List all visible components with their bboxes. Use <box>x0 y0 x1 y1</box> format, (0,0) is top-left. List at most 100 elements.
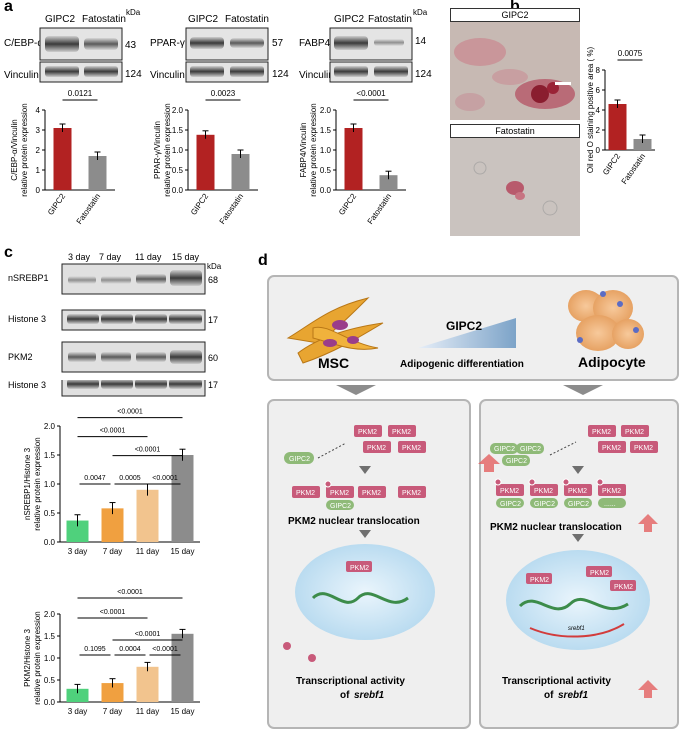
chart-ylabel-line2: relative protein expression <box>20 103 29 196</box>
blot-a3-lane2: Fatostatin <box>368 14 412 25</box>
chart-category-label: Fatostatin <box>366 192 394 226</box>
panel-d-diagram: MSC GIPC2 Adipogenic differentiation Adi… <box>267 275 679 729</box>
chart-bar <box>101 683 124 702</box>
chart-category-label: GIPC2 <box>46 192 67 217</box>
blot-a1-ctrl-band1 <box>45 66 79 77</box>
blot-a1-band1 <box>45 36 79 52</box>
svg-text:PKM2: PKM2 <box>634 445 653 452</box>
chart-pvalue: <0.0001 <box>356 89 386 98</box>
chart-pvalue: 0.0075 <box>618 49 643 58</box>
blot-a2-target: PPAR-γ <box>150 38 185 49</box>
chart-bar <box>66 520 89 542</box>
chart-bar <box>633 139 652 150</box>
chart-bar <box>171 633 194 702</box>
svg-text:PKM2: PKM2 <box>568 488 587 495</box>
chart-ylabel-line1: C/EBP-α/Vinculin <box>10 119 19 180</box>
right-chromatin-gene: srebf1 <box>568 626 585 632</box>
chart-bar <box>171 455 194 542</box>
label-gipc2-wedge: GIPC2 <box>446 319 482 333</box>
blot-a3-band2 <box>374 39 404 46</box>
chart-y-tick-label: 3 <box>36 126 41 135</box>
blot-a2-lane1: GIPC2 <box>188 14 218 25</box>
chart-y-tick-label: 0.5 <box>172 166 184 175</box>
svg-text:GIPC2: GIPC2 <box>534 501 555 508</box>
chart-y-tick-label: 2.0 <box>44 610 56 619</box>
blot-a1-kda-label: kDa <box>126 8 141 17</box>
blot-c-row3: PKM2 60 <box>8 341 218 373</box>
chart-y-tick-label: 1 <box>36 166 41 175</box>
svg-text:GIPC2: GIPC2 <box>500 501 521 508</box>
chart-pvalue: 0.0047 <box>84 475 106 482</box>
chart-bar <box>196 134 215 190</box>
svg-text:PKM2: PKM2 <box>367 445 386 452</box>
chart-y-tick-label: 1.5 <box>172 126 184 135</box>
blot-a2-lane2: Fatostatin <box>225 14 269 25</box>
svg-text:PKM2: PKM2 <box>330 490 349 497</box>
adipocyte-icon <box>568 290 644 351</box>
chart-y-tick-label: 6 <box>596 86 601 95</box>
chart-1: 0 1 2 3 4 C/EBP-α/Vinculin relative protein ex… <box>10 89 115 226</box>
blot-a3-ctrl: Vinculin <box>299 70 334 81</box>
right-up-arrow-2 <box>638 514 658 532</box>
blot-a1-band2 <box>84 38 118 50</box>
svg-text:PKM2: PKM2 <box>602 445 621 452</box>
chart-ylabel-line1: PKM2/Histone 3 <box>23 629 32 687</box>
blot-c-day1: 3 day <box>68 252 91 262</box>
left-gipc2: GIPC2 <box>284 452 314 464</box>
chart-5: 0.0 0.5 1.0 1.5 2.0 nSREBP1/Histone 3 relative… <box>23 409 200 556</box>
left-nuclear-pkm2: PKM2 <box>350 565 369 572</box>
blot-c-day4: 15 day <box>172 252 200 262</box>
chart-ylabel-line1: FABP4/Vinculin <box>299 123 308 178</box>
arrow-down-left <box>336 385 376 395</box>
blot-c-row1-label: nSREBP1 <box>8 273 49 283</box>
blot-c-kda-label: kDa <box>207 262 222 271</box>
right-transcription-line1: Transcriptional activity <box>502 676 611 687</box>
chart-y-tick-label: 1.5 <box>320 126 332 135</box>
chart-bar <box>344 128 363 190</box>
micrograph-fatostatin <box>450 138 580 236</box>
blot-c-row3-label: PKM2 <box>8 352 33 362</box>
blot-a1-lane1: GIPC2 <box>45 14 75 25</box>
blot-c-row1: nSREBP1 68 <box>8 263 218 295</box>
blot-a2-ctrl-kda: 124 <box>272 69 289 80</box>
left-translocation-label: PKM2 nuclear translocation <box>288 516 420 527</box>
panel-label-b: b <box>510 0 520 16</box>
panel-label-d: d <box>258 252 268 269</box>
left-nucleus <box>295 544 435 640</box>
chart-y-tick-label: 1.0 <box>172 146 184 155</box>
blot-a3-band1 <box>334 36 368 50</box>
chart-category-label: 11 day <box>136 707 159 716</box>
svg-text:PKM2: PKM2 <box>602 488 621 495</box>
svg-text:PKM2: PKM2 <box>296 490 315 497</box>
blot-c-day2: 7 day <box>99 252 122 262</box>
panel-c-blots: 3 day 7 day 11 day 15 day kDa nSREBP1 68… <box>8 252 222 373</box>
blot-a3-target: FABP4 <box>299 38 331 49</box>
chart-y-tick-label: 1.5 <box>44 451 56 460</box>
chart-y-tick-label: 1.5 <box>44 632 56 641</box>
chart-y-tick-label: 0.5 <box>44 676 56 685</box>
right-nuclear-pkm2: PKM2 PKM2 PKM2 <box>526 566 636 591</box>
chart-pvalue: <0.0001 <box>135 631 161 638</box>
chart-ylabel-line2: relative protein expression <box>33 437 42 530</box>
blot-a2-kda: 57 <box>272 38 284 49</box>
right-pkm2-row: PKM2 GIPC2 PKM2 GIPC2 PKM2 GIPC2 PKM2 ..… <box>494 478 626 508</box>
blot-a1-ctrl-kda: 124 <box>125 69 142 80</box>
blot-c-row2-label: Histone 3 <box>8 314 46 324</box>
right-translocation-label: PKM2 nuclear translocation <box>490 522 622 533</box>
blot-a1-target: C/EBP-α <box>4 38 43 49</box>
blot-a3-lane1: GIPC2 <box>334 14 364 25</box>
right-up-arrow-1 <box>478 454 500 472</box>
chart-y-tick-label: 1.0 <box>44 654 56 663</box>
chart-category-label: 11 day <box>136 547 159 556</box>
chart-category-label: Fatostatin <box>620 152 648 186</box>
blot-a1-lane2: Fatostatin <box>82 14 126 25</box>
svg-text:PKM2: PKM2 <box>614 584 633 591</box>
blot-c-row4-label: Histone 3 <box>8 380 46 390</box>
svg-text:GIPC2: GIPC2 <box>494 446 515 453</box>
micrograph-bottom-label: Fatostatin <box>450 124 580 138</box>
blot-c-row1-kda: 68 <box>208 275 218 285</box>
chart-ylabel-line2: relative protein expression <box>309 103 318 196</box>
label-adipogenic: Adipogenic differentiation <box>400 359 524 370</box>
